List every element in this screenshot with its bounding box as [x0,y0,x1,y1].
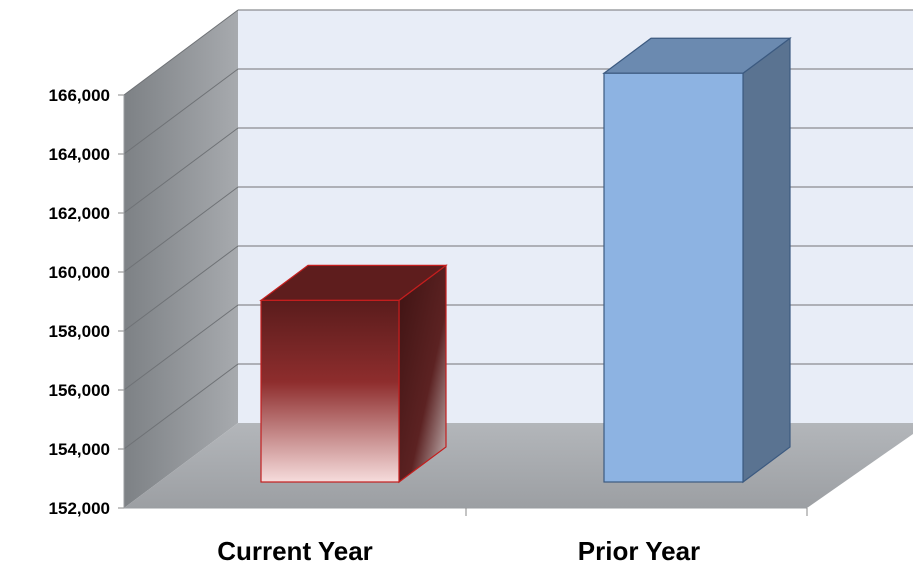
gridline-side [123,245,239,332]
gridlines [123,9,913,450]
gridline-side [123,186,239,273]
gridline-side [123,68,239,155]
bars [259,37,792,484]
side-wall [124,10,238,508]
y-tick-label: 156,000 [49,381,110,400]
y-tick-label: 158,000 [49,322,110,341]
gridline-side [123,304,239,391]
x-category-label: Current Year [217,536,373,563]
gridline-side [123,363,239,450]
x-axis-labels: Current Year Prior Year [217,536,700,563]
bar-prior-year [602,37,792,484]
bar-prior-year-front [603,72,744,483]
y-tick-label: 154,000 [49,440,110,459]
y-axis: 152,000 154,000 156,000 158,000 160,000 162,0… [49,86,808,518]
y-tick-label: 164,000 [49,145,110,164]
x-category-label: Prior Year [578,536,700,563]
gridline-side [123,127,239,214]
bar-current-year [259,264,448,484]
y-tick-label: 166,000 [49,86,110,105]
y-tick-label: 160,000 [49,263,110,282]
gridline-side [123,9,239,96]
bar-current-year-side [398,264,447,484]
bar-current-year-front [260,299,400,483]
y-tick-label: 152,000 [49,499,110,518]
bar-prior-year-side [742,37,791,484]
floor [124,423,913,508]
y-tick-label: 162,000 [49,204,110,223]
